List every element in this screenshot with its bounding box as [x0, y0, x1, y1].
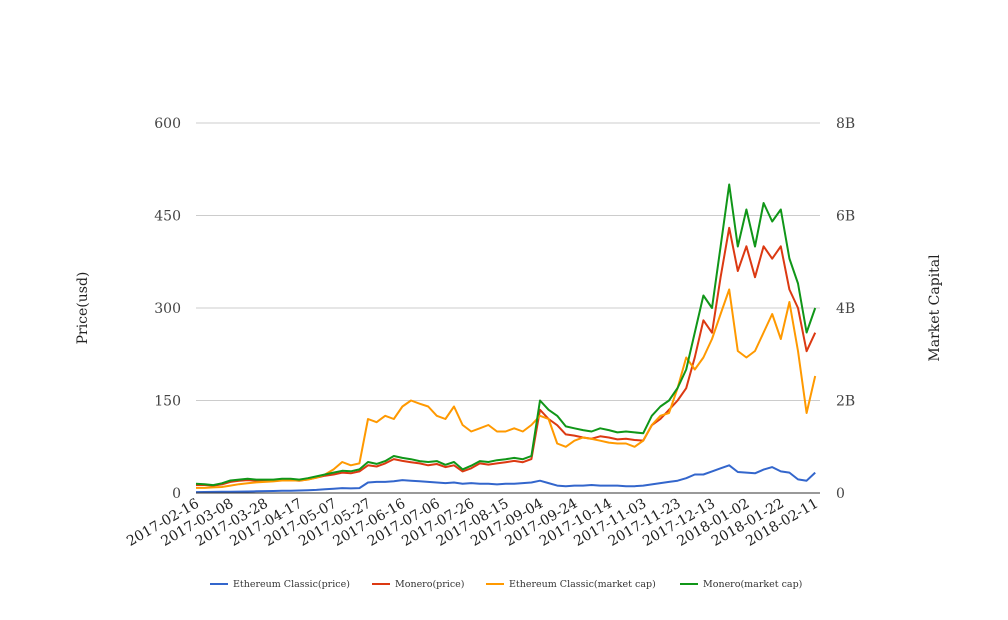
- legend: Ethereum Classic(price) Monero(price) Ethe…: [210, 579, 802, 590]
- legend-item: Monero(market cap): [680, 579, 802, 590]
- y2-axis-title: Market Capital: [927, 254, 943, 362]
- y2-tick-label: 6B: [836, 209, 855, 225]
- right-axis-ticks: 0 2B 4B 6B 8B: [836, 116, 855, 502]
- y-axis-title: Price(usd): [75, 272, 91, 345]
- y-tick-label: 600: [154, 116, 181, 132]
- series-line: [196, 288, 817, 489]
- legend-item: Ethereum Classic(price): [210, 579, 350, 590]
- y2-tick-label: 8B: [836, 116, 855, 132]
- y-tick-label: 0: [172, 486, 181, 502]
- gridlines: [196, 122, 820, 401]
- x-axis-ticks: 2017-02-162017-03-082017-03-282017-04-17…: [124, 496, 821, 550]
- y2-tick-label: 4B: [836, 301, 855, 317]
- left-axis-ticks: 0 150 300 450 600: [154, 116, 181, 502]
- y-tick-label: 450: [154, 209, 181, 225]
- series-lines: [195, 183, 817, 494]
- y-tick-label: 300: [154, 301, 181, 317]
- y2-tick-label: 0: [836, 486, 845, 502]
- legend-item: Ethereum Classic(market cap): [486, 579, 656, 590]
- y-tick-label: 150: [154, 394, 181, 410]
- legend-label: Ethereum Classic(market cap): [509, 579, 656, 590]
- series-line: [195, 464, 816, 494]
- series-line: [195, 183, 817, 487]
- y2-tick-label: 2B: [836, 394, 855, 410]
- legend-label: Ethereum Classic(price): [233, 579, 350, 590]
- legend-label: Monero(market cap): [703, 579, 802, 590]
- legend-item: Monero(price): [372, 579, 464, 590]
- legend-label: Monero(price): [395, 579, 464, 590]
- series-line: [196, 226, 817, 487]
